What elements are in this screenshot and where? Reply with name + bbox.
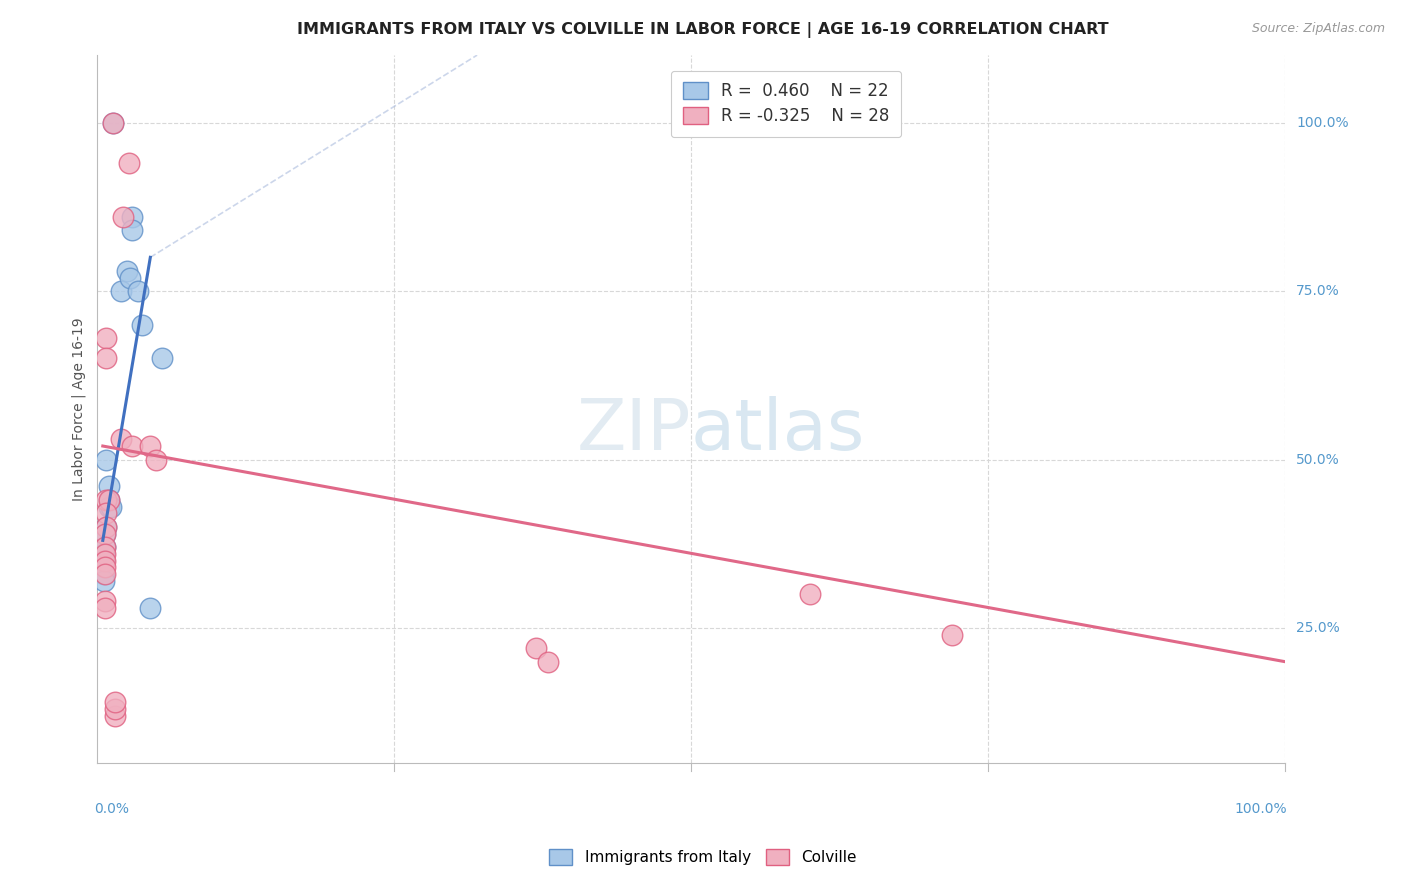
Point bbox=[93, 553, 115, 567]
Point bbox=[110, 284, 132, 298]
Text: Source: ZipAtlas.com: Source: ZipAtlas.com bbox=[1251, 22, 1385, 36]
Point bbox=[103, 115, 125, 129]
Point bbox=[799, 587, 821, 601]
Point bbox=[104, 702, 127, 716]
Point bbox=[96, 351, 118, 366]
Point bbox=[111, 210, 134, 224]
Point bbox=[93, 574, 115, 588]
Point bbox=[96, 507, 118, 521]
Point bbox=[104, 695, 127, 709]
Point bbox=[96, 452, 118, 467]
Point bbox=[97, 500, 120, 514]
Legend: Immigrants from Italy, Colville: Immigrants from Italy, Colville bbox=[543, 843, 863, 871]
Text: 100.0%: 100.0% bbox=[1234, 802, 1288, 815]
Point bbox=[103, 115, 125, 129]
Text: 25.0%: 25.0% bbox=[1296, 621, 1340, 635]
Point bbox=[104, 708, 127, 723]
Text: 0.0%: 0.0% bbox=[94, 802, 129, 815]
Point bbox=[118, 156, 141, 170]
Point bbox=[145, 452, 167, 467]
Legend: R =  0.460    N = 22, R = -0.325    N = 28: R = 0.460 N = 22, R = -0.325 N = 28 bbox=[671, 70, 901, 136]
Point bbox=[94, 560, 117, 574]
Point bbox=[94, 540, 117, 554]
Point bbox=[96, 520, 118, 534]
Point bbox=[150, 351, 173, 366]
Point bbox=[94, 540, 117, 554]
Text: 50.0%: 50.0% bbox=[1296, 452, 1340, 467]
Point bbox=[131, 318, 153, 332]
Point bbox=[526, 641, 548, 656]
Point bbox=[96, 492, 118, 507]
Point bbox=[97, 492, 120, 507]
Point bbox=[115, 264, 138, 278]
Text: ZIP: ZIP bbox=[576, 396, 690, 465]
Point bbox=[94, 526, 117, 541]
Point bbox=[121, 439, 143, 453]
Point bbox=[121, 210, 143, 224]
Point bbox=[93, 547, 115, 561]
Point bbox=[93, 567, 115, 582]
Point bbox=[127, 284, 149, 298]
Text: 75.0%: 75.0% bbox=[1296, 284, 1340, 298]
Point bbox=[97, 492, 120, 507]
Point bbox=[139, 439, 162, 453]
Point bbox=[139, 600, 162, 615]
Text: IMMIGRANTS FROM ITALY VS COLVILLE IN LABOR FORCE | AGE 16-19 CORRELATION CHART: IMMIGRANTS FROM ITALY VS COLVILLE IN LAB… bbox=[297, 22, 1109, 38]
Text: 100.0%: 100.0% bbox=[1296, 116, 1348, 129]
Point bbox=[121, 223, 143, 237]
Point bbox=[94, 526, 117, 541]
Point bbox=[537, 655, 560, 669]
Point bbox=[94, 594, 117, 608]
Point bbox=[100, 500, 122, 514]
Point bbox=[110, 432, 132, 446]
Point bbox=[94, 567, 117, 582]
Text: atlas: atlas bbox=[690, 396, 865, 465]
Point bbox=[96, 331, 118, 345]
Y-axis label: In Labor Force | Age 16-19: In Labor Force | Age 16-19 bbox=[72, 318, 86, 500]
Point bbox=[94, 547, 117, 561]
Point bbox=[120, 270, 142, 285]
Point bbox=[941, 628, 963, 642]
Point bbox=[94, 600, 117, 615]
Point bbox=[94, 553, 117, 567]
Point bbox=[96, 520, 118, 534]
Point bbox=[97, 479, 120, 493]
